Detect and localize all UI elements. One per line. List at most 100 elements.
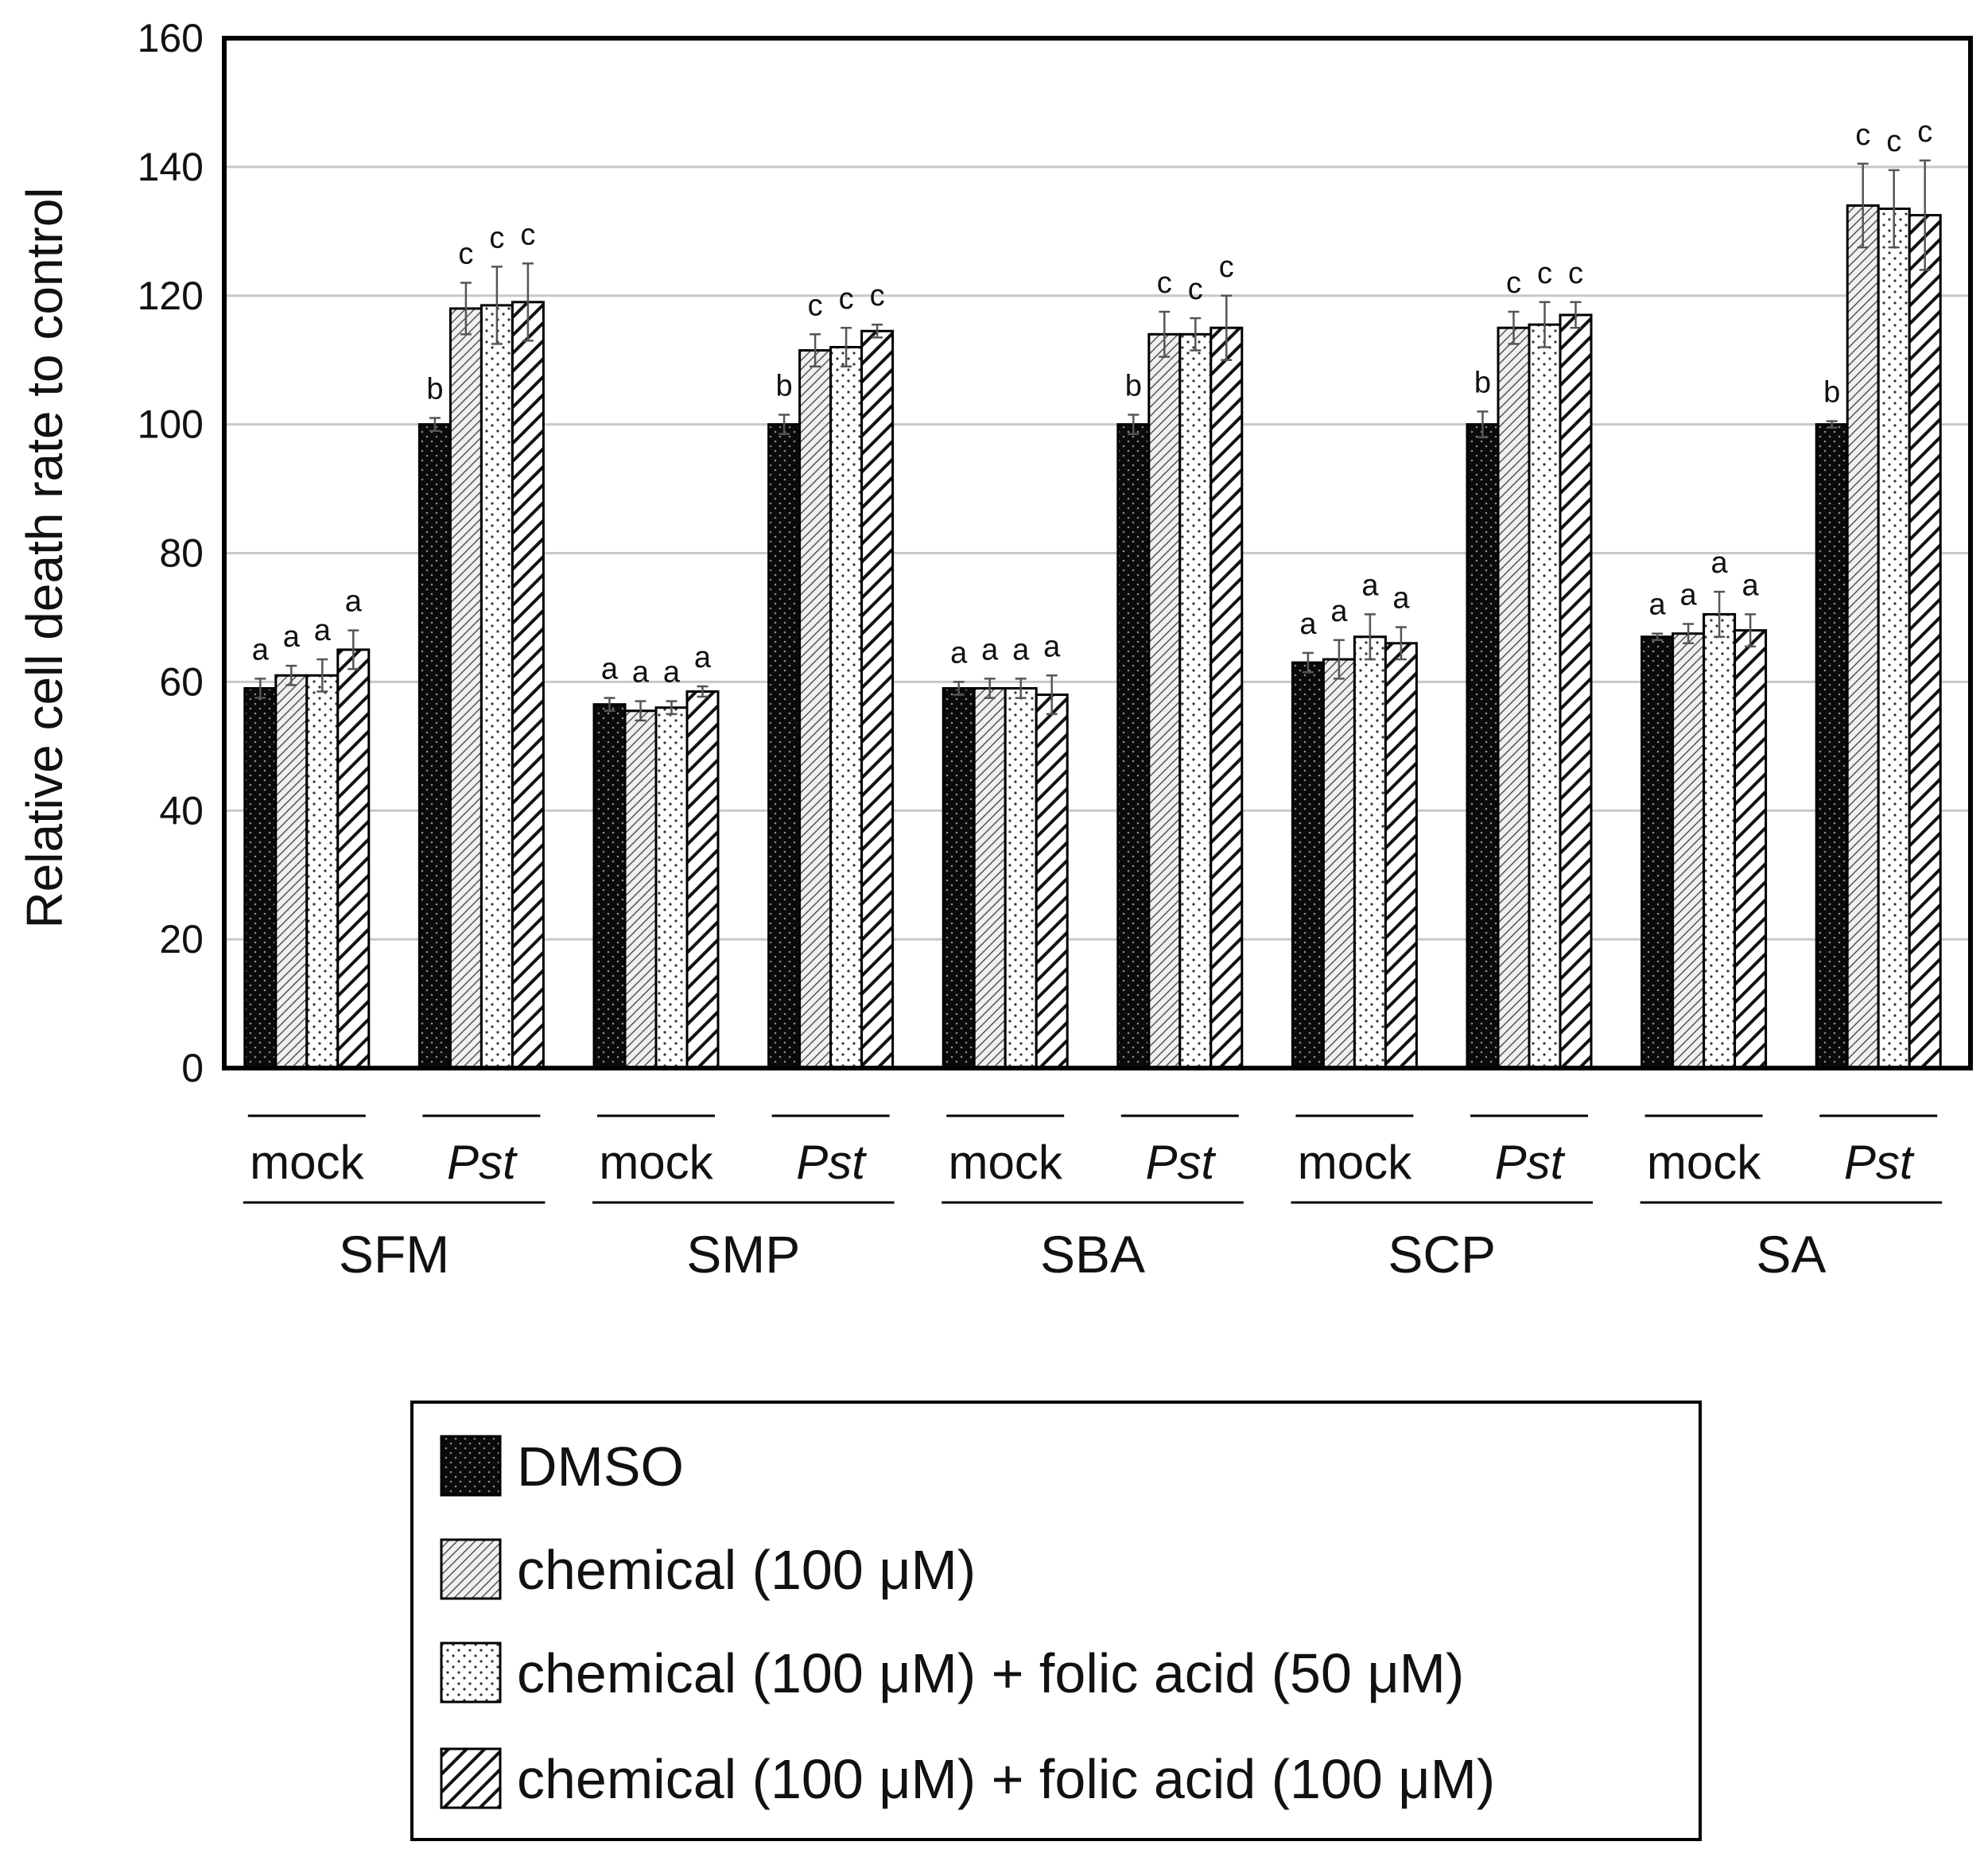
error-bar xyxy=(254,678,266,699)
significance-label: a xyxy=(252,633,270,666)
group-label: SFM xyxy=(339,1225,449,1284)
legend-swatch xyxy=(440,1538,502,1600)
group-label: SBA xyxy=(1040,1225,1145,1284)
bar-scp-mock-series-4 xyxy=(1384,642,1418,1070)
significance-label: c xyxy=(458,238,473,271)
significance-label: a xyxy=(694,641,712,674)
error-bar xyxy=(1221,294,1233,361)
legend-label: chemical (100 μM) + folic acid (100 μM) xyxy=(517,1748,1495,1810)
significance-label: a xyxy=(1742,569,1760,602)
bar-sfm-mock-series-4 xyxy=(336,648,371,1070)
subgroup-label: Pst xyxy=(1844,1136,1915,1189)
y-tick-label: 120 xyxy=(138,274,204,318)
significance-label: a xyxy=(1711,546,1729,580)
error-bar xyxy=(810,333,821,368)
bar-smp-mock-series-3 xyxy=(654,706,689,1070)
significance-label: a xyxy=(1012,633,1030,666)
error-bar xyxy=(953,681,965,696)
bar-sa-pst-series-4 xyxy=(1908,214,1942,1070)
significance-label: a xyxy=(1649,589,1667,622)
bar-scp-pst-series-4 xyxy=(1559,313,1593,1070)
y-axis: 0 20 40 60 80 100 120 140 160 xyxy=(138,16,204,1090)
error-bar xyxy=(1395,626,1407,661)
error-bar xyxy=(604,697,615,713)
bars xyxy=(243,204,1942,1070)
bar-sba-pst-series-2 xyxy=(1147,332,1182,1070)
error-bar xyxy=(316,658,328,693)
y-tick-label: 80 xyxy=(159,531,204,576)
bar-smp-pst-series-3 xyxy=(829,346,864,1070)
significance-label: a xyxy=(950,636,968,670)
y-tick-label: 140 xyxy=(138,145,204,189)
significance-label: b xyxy=(776,369,793,402)
subgroup-label: mock xyxy=(1647,1136,1761,1189)
group-label: SMP xyxy=(686,1225,800,1284)
error-bar xyxy=(1826,420,1838,429)
bar-smp-mock-series-4 xyxy=(685,690,720,1070)
significance-label: c xyxy=(1188,273,1203,306)
legend-item: chemical (100 μM) xyxy=(440,1538,976,1601)
bar-scp-pst-series-2 xyxy=(1497,326,1531,1070)
error-bar xyxy=(1364,613,1376,661)
significance-label: c xyxy=(1157,266,1172,300)
legend-frame xyxy=(410,1401,1702,1841)
error-bar xyxy=(1046,674,1058,716)
error-bar xyxy=(1128,414,1140,436)
error-bar xyxy=(429,417,441,432)
significance-label: c xyxy=(839,282,854,316)
subgroup-label: Pst xyxy=(1495,1136,1566,1189)
x-axis-groups: mock Pst mock Pst mock Pst mock Pst mock Pst SFM SM… xyxy=(243,1114,1943,1284)
bar-scp-pst-series-3 xyxy=(1528,323,1562,1070)
significance-label: a xyxy=(1299,608,1317,641)
bar-sa-pst-series-2 xyxy=(1846,204,1880,1070)
bar-sba-pst-series-1 xyxy=(1116,423,1151,1070)
error-bar xyxy=(1302,651,1314,674)
error-bar xyxy=(1015,678,1027,699)
error-bar xyxy=(666,700,678,716)
error-bar xyxy=(285,664,297,686)
significance-label: a xyxy=(1043,630,1061,663)
significance-label: c xyxy=(520,218,535,251)
significance-label: a xyxy=(1680,579,1698,612)
legend-item: chemical (100 μM) + folic acid (50 μM) xyxy=(440,1641,1464,1704)
group-label: SCP xyxy=(1388,1225,1496,1284)
error-bar xyxy=(1159,310,1171,358)
bar-sfm-pst-series-2 xyxy=(448,307,483,1070)
error-bar xyxy=(1477,410,1489,439)
significance-label: b xyxy=(1125,369,1142,402)
significance-label: a xyxy=(981,633,999,666)
significance-label: c xyxy=(489,221,504,254)
legend-swatch xyxy=(440,1747,502,1809)
error-bar xyxy=(1714,590,1726,638)
significance-label: c xyxy=(1917,115,1932,149)
y-tick-label: 160 xyxy=(138,16,204,60)
bar-sfm-pst-series-4 xyxy=(511,301,545,1070)
error-bar xyxy=(984,678,996,699)
error-bar xyxy=(779,414,790,436)
bar-sa-mock-series-4 xyxy=(1734,629,1768,1070)
subgroup-label: mock xyxy=(1298,1136,1412,1189)
subgroup-label: mock xyxy=(599,1136,713,1189)
bar-scp-mock-series-2 xyxy=(1322,658,1356,1070)
significance-label: c xyxy=(1219,251,1234,284)
error-bar xyxy=(1683,623,1695,645)
significance-label: b xyxy=(1474,366,1491,399)
bar-sa-mock-series-2 xyxy=(1672,632,1706,1070)
y-tick-label: 0 xyxy=(181,1046,204,1090)
subgroup-label: mock xyxy=(250,1136,364,1189)
error-bar xyxy=(1508,310,1520,345)
group-label: SA xyxy=(1756,1225,1826,1284)
bar-smp-pst-series-2 xyxy=(798,349,833,1070)
error-bar xyxy=(1888,169,1900,249)
subgroup-label: mock xyxy=(949,1136,1063,1189)
subgroup-label: Pst xyxy=(1145,1136,1216,1189)
plot-frame xyxy=(222,36,1973,1070)
significance-label: c xyxy=(808,289,823,322)
error-bar xyxy=(635,700,646,722)
y-axis-label: Relative cell death rate to control xyxy=(16,187,73,928)
legend-label: chemical (100 μM) + folic acid (50 μM) xyxy=(517,1642,1464,1704)
subgroup-label: Pst xyxy=(447,1136,518,1189)
error-bars xyxy=(254,159,1931,722)
